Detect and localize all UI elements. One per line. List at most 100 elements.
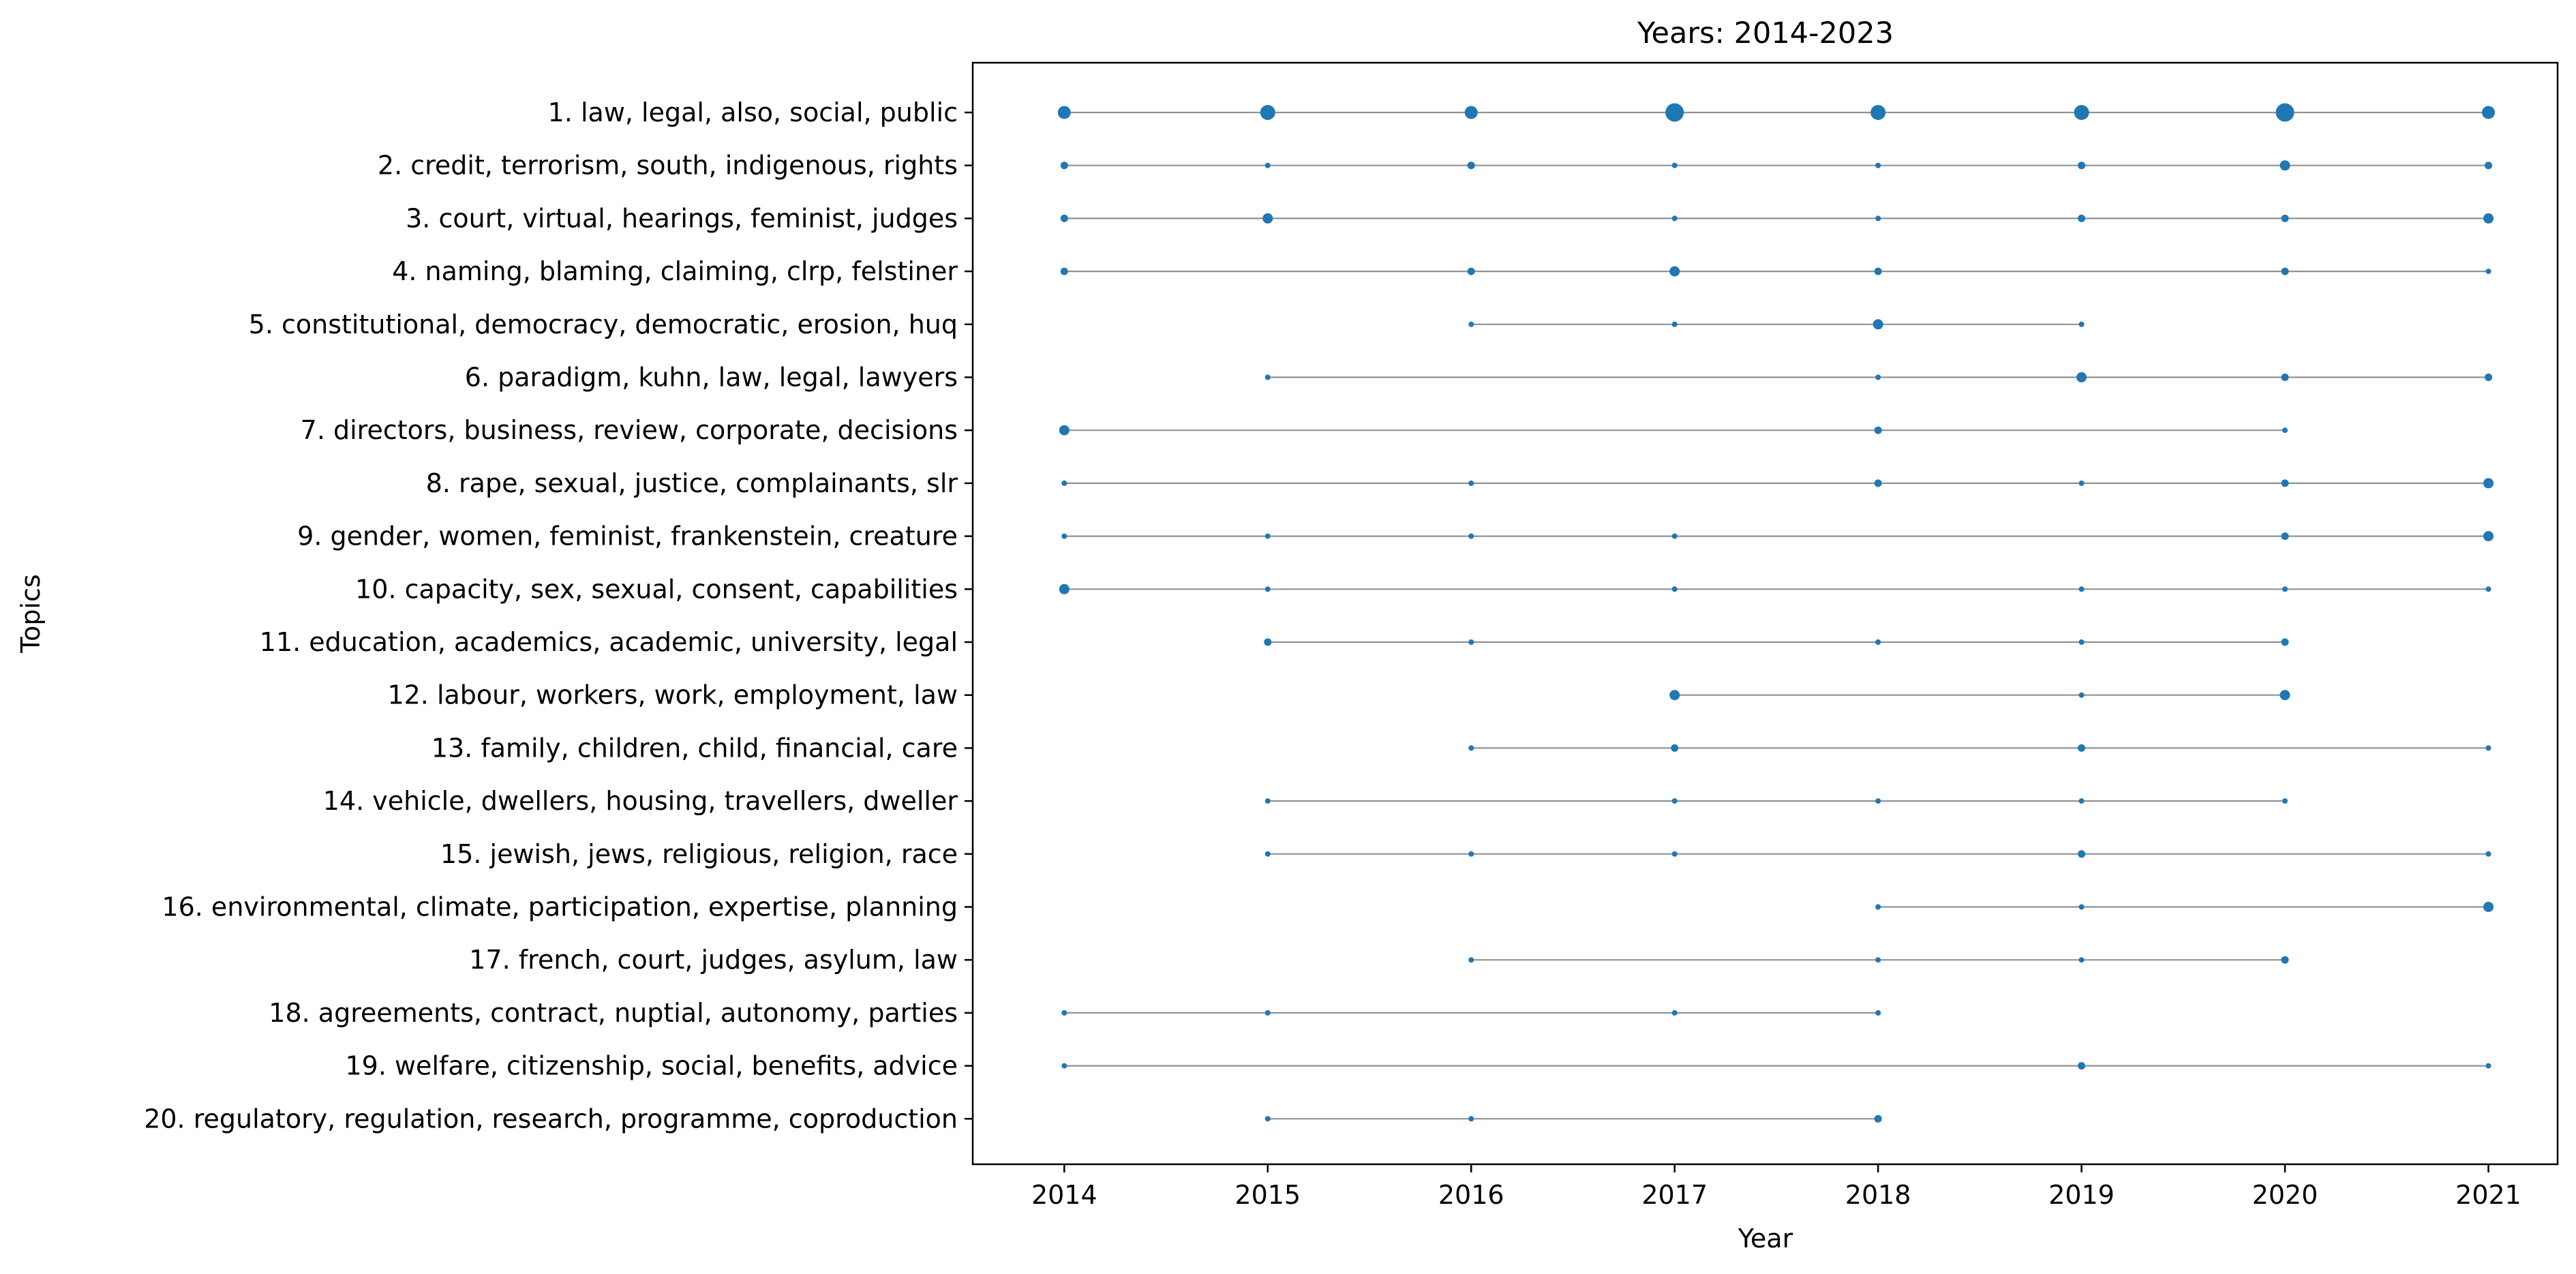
topic-point: [2485, 586, 2491, 592]
x-tick-label: 2016: [1438, 1180, 1504, 1210]
topic-point: [1875, 1010, 1881, 1016]
y-tick-label: 5. constitutional, democracy, democratic…: [249, 309, 958, 339]
y-tick-label: 8. rape, sexual, justice, complainants, …: [426, 468, 958, 498]
y-tick-label: 13. family, children, child, financial, …: [431, 733, 958, 763]
topic-point: [2281, 532, 2289, 541]
topic-point: [1875, 374, 1881, 380]
topic-point: [2078, 798, 2085, 804]
y-tick-label: 14. vehicle, dwellers, housing, travelle…: [323, 786, 958, 816]
topic-point: [1671, 215, 1678, 222]
topic-point: [2074, 105, 2089, 120]
topic-point: [1875, 957, 1881, 963]
topic-point: [1671, 798, 1678, 804]
topic-point: [1669, 266, 1680, 277]
topic-point: [1264, 851, 1271, 857]
topic-point: [2281, 374, 2289, 381]
topic-point: [2281, 479, 2289, 487]
topic-point: [2078, 692, 2085, 698]
topic-point: [2078, 162, 2086, 170]
y-axis-label: Topics: [16, 574, 46, 653]
topic-point: [2485, 162, 2493, 170]
topic-point: [1264, 533, 1271, 539]
topic-point: [2281, 214, 2289, 222]
y-tick-label: 15. jewish, jews, religious, religion, r…: [440, 839, 958, 869]
topic-point: [1874, 267, 1882, 275]
y-tick-label: 1. law, legal, also, social, public: [548, 97, 958, 127]
topic-point: [1264, 374, 1271, 380]
y-tick-label: 6. paradigm, kuhn, law, legal, lawyers: [465, 363, 958, 393]
topic-point: [1671, 162, 1678, 168]
topic-point: [1671, 851, 1678, 857]
topic-point: [2485, 374, 2493, 381]
y-axis-ticks: 1. law, legal, also, social, public 2. cr…: [144, 97, 973, 1134]
topic-lines: [1064, 111, 2489, 1120]
topic-point: [2078, 957, 2085, 963]
topic-point: [1875, 798, 1881, 804]
topic-point: [2078, 850, 2086, 858]
topic-point: [2078, 480, 2085, 486]
x-tick-label: 2020: [2252, 1180, 2318, 1210]
topic-point: [2485, 745, 2491, 751]
topic-point: [1468, 851, 1474, 857]
topic-point: [1060, 267, 1068, 275]
topic-point: [2279, 160, 2290, 171]
topic-point: [2078, 639, 2085, 645]
topic-point: [1061, 1063, 1067, 1069]
topic-point: [1468, 480, 1474, 486]
x-axis-ticks: 2014 2015 2016 2017 2018 2019 2020 2021: [1031, 1164, 2521, 1210]
topic-point: [1874, 1114, 1882, 1123]
x-axis-label: Year: [1738, 1224, 1793, 1254]
topic-point: [1671, 533, 1678, 539]
topic-point: [2483, 478, 2494, 489]
topic-point: [1057, 106, 1071, 119]
topic-point: [1665, 103, 1684, 122]
topic-point: [2483, 531, 2494, 542]
topic-point: [2281, 638, 2289, 646]
x-tick-label: 2018: [1845, 1180, 1911, 1210]
topic-point: [2078, 586, 2085, 592]
topic-point: [2078, 1062, 2086, 1070]
y-tick-label: 7. directors, business, review, corporat…: [301, 415, 958, 445]
topic-point: [1061, 480, 1067, 486]
x-tick-label: 2021: [2455, 1180, 2521, 1210]
topic-point: [2282, 586, 2288, 592]
topic-point: [1875, 639, 1881, 645]
y-tick-label: 16. environmental, climate, participatio…: [162, 892, 958, 922]
topic-point: [1061, 1010, 1067, 1016]
x-tick-label: 2015: [1234, 1180, 1301, 1210]
topic-point: [2485, 1063, 2491, 1069]
topic-point: [2281, 956, 2289, 964]
y-tick-label: 11. education, academics, academic, univ…: [260, 627, 958, 657]
topic-point: [1671, 744, 1679, 752]
topic-point: [1875, 162, 1881, 168]
chart-title: Years: 2014-2023: [1637, 16, 1894, 50]
topic-point: [2485, 851, 2491, 857]
topic-point: [1874, 426, 1882, 434]
y-tick-label: 4. naming, blaming, claiming, clrp, fels…: [392, 256, 958, 286]
topic-point: [1264, 162, 1271, 168]
topic-point: [1264, 798, 1271, 804]
topic-point: [2078, 904, 2085, 910]
topic-point: [1059, 425, 1070, 436]
topic-point: [2485, 269, 2491, 275]
topic-point: [2076, 372, 2087, 382]
topic-point: [2078, 214, 2086, 222]
y-tick-label: 18. agreements, contract, nuptial, auton…: [269, 998, 958, 1028]
topic-point: [1671, 586, 1678, 592]
topic-point: [1061, 533, 1067, 539]
topic-point: [2282, 798, 2288, 804]
topic-point: [1467, 162, 1475, 170]
topic-point: [1669, 690, 1680, 701]
x-tick-label: 2014: [1031, 1180, 1097, 1210]
topic-point: [1464, 106, 1478, 119]
topic-point: [1264, 638, 1272, 646]
topic-point: [1468, 1116, 1474, 1122]
topic-point: [1875, 904, 1881, 910]
topic-point: [2483, 902, 2494, 912]
topic-point: [1260, 105, 1275, 120]
topic-point: [1264, 1116, 1271, 1122]
topic-point: [1873, 319, 1883, 330]
x-tick-label: 2017: [1641, 1180, 1708, 1210]
topic-point: [1870, 105, 1886, 120]
